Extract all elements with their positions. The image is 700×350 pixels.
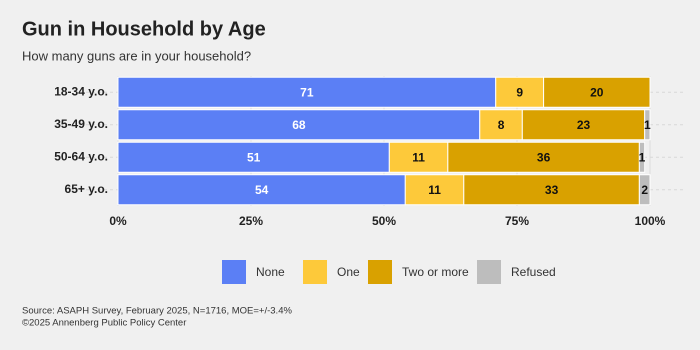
- data-label: 71: [300, 85, 314, 99]
- data-label: 33: [545, 183, 559, 197]
- legend-swatch: [368, 260, 392, 284]
- bar-segment: [638, 141, 646, 173]
- legend-swatch: [477, 260, 501, 284]
- x-tick-label: 50%: [372, 214, 396, 228]
- bar-segment: [388, 141, 449, 173]
- data-label: 20: [590, 85, 604, 99]
- data-label: 1: [644, 118, 651, 132]
- bar-segment: [543, 76, 651, 108]
- data-label: 9: [516, 85, 523, 99]
- data-label: 11: [428, 183, 441, 197]
- data-label: 23: [577, 118, 591, 132]
- credit: ©2025 Annenberg Public Policy Center: [22, 318, 186, 329]
- legend-swatch: [222, 260, 246, 284]
- x-tick-label: 100%: [635, 214, 666, 228]
- bar-segment: [117, 141, 390, 173]
- data-label: 51: [247, 150, 261, 164]
- bar-segment: [117, 76, 497, 108]
- data-label: 11: [412, 150, 425, 164]
- data-label: 68: [292, 118, 306, 132]
- bar-segment: [521, 109, 646, 141]
- data-label: 36: [537, 150, 551, 164]
- x-tick-label: 25%: [239, 214, 263, 228]
- legend-label: Refused: [511, 265, 556, 279]
- bar-segment: [117, 174, 406, 206]
- y-tick-label: 65+ y.o.: [65, 182, 108, 196]
- x-tick-label: 75%: [505, 214, 529, 228]
- x-tick-label: 0%: [109, 214, 127, 228]
- y-tick-label: 50-64 y.o.: [54, 149, 108, 163]
- bar-segment: [479, 109, 523, 141]
- chart-subtitle: How many guns are in your household?: [22, 48, 251, 63]
- legend-label: None: [256, 265, 285, 279]
- legend-swatch: [303, 260, 327, 284]
- bar-segment: [463, 174, 640, 206]
- data-label: 8: [498, 118, 505, 132]
- bar-segment: [644, 109, 651, 141]
- source: Source: ASAPH Survey, February 2025, N=1…: [22, 306, 292, 317]
- bar-segment: [404, 174, 465, 206]
- y-tick-label: 35-49 y.o.: [54, 117, 108, 131]
- data-label: 1: [639, 150, 646, 164]
- chart-title: Gun in Household by Age: [22, 18, 266, 40]
- bar-segment: [638, 174, 651, 206]
- data-label: 2: [641, 183, 648, 197]
- y-tick-label: 18-34 y.o.: [54, 84, 108, 98]
- data-label: 54: [255, 183, 269, 197]
- legend-label: Two or more: [402, 265, 469, 279]
- legend-label: One: [337, 265, 360, 279]
